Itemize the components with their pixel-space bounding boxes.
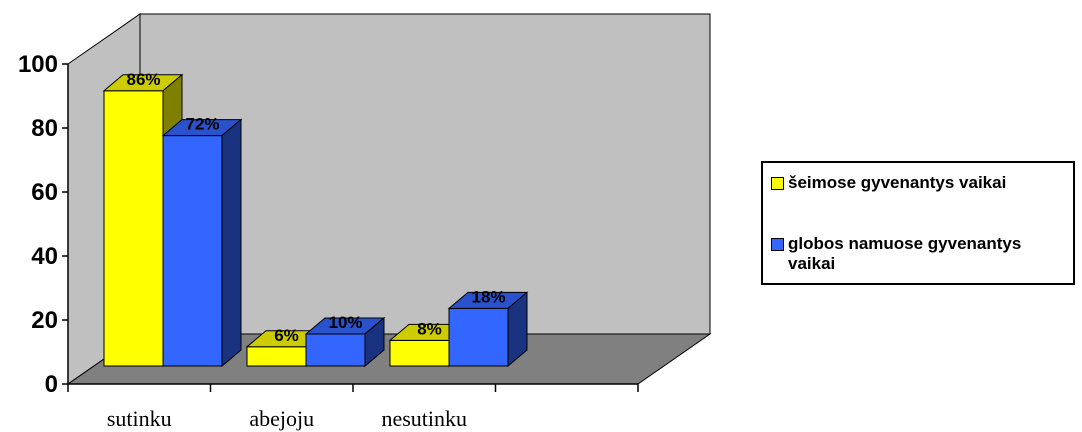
legend-swatch-series-2 xyxy=(771,238,784,251)
legend-item-series-1: šeimose gyvenantys vaikai xyxy=(771,173,1006,193)
data-label: 72% xyxy=(185,115,219,134)
bar-abejoju-series-2 xyxy=(304,316,386,368)
bar-sutinku-series-2 xyxy=(161,118,243,368)
y-tick-label: 80 xyxy=(31,115,58,142)
bar-nesutinku-series-2 xyxy=(447,291,529,368)
bar-front xyxy=(103,90,164,367)
bar-front xyxy=(305,333,366,367)
bar-front xyxy=(246,346,307,367)
y-tick-label: 20 xyxy=(31,307,58,334)
y-tick-label: 60 xyxy=(31,179,58,206)
y-tick-label: 40 xyxy=(31,243,58,270)
data-labels: 86% 72% 6% 10% 8% 18% xyxy=(126,70,505,345)
data-label: 86% xyxy=(126,70,160,89)
data-label: 8% xyxy=(417,319,442,338)
y-axis: 0 20 40 60 80 100 xyxy=(18,51,69,398)
data-label: 18% xyxy=(471,287,505,306)
legend-swatch-series-1 xyxy=(771,177,784,190)
bar-side xyxy=(364,316,385,368)
bar-front xyxy=(389,339,450,367)
data-label: 10% xyxy=(328,313,362,332)
x-category-label: sutinku xyxy=(107,406,172,431)
bar-front xyxy=(448,307,509,367)
legend-label-series-1: šeimose gyvenantys vaikai xyxy=(788,173,1007,192)
data-label: 6% xyxy=(274,326,299,345)
legend-label-series-2: globos namuose gyvenantys vaikai xyxy=(788,234,1022,273)
y-tick-label: 0 xyxy=(45,371,58,398)
bar-front xyxy=(162,135,223,367)
x-category-label: nesutinku xyxy=(381,406,467,431)
chart-walls xyxy=(66,13,712,385)
y-tick-label: 100 xyxy=(18,51,58,78)
bars xyxy=(102,73,529,368)
bar-side xyxy=(221,118,242,368)
legend: šeimose gyvenantys vaikai globos namuose… xyxy=(761,161,1075,285)
bar-side xyxy=(507,291,528,368)
legend-item-series-2: globos namuose gyvenantys vaikai xyxy=(771,234,1071,274)
x-axis: sutinku abejoju nesutinku xyxy=(67,383,639,431)
x-category-label: abejoju xyxy=(249,406,314,431)
